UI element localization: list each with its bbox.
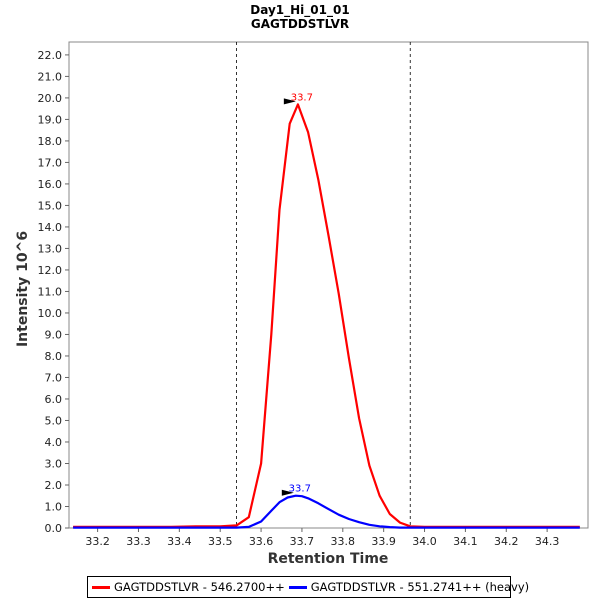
plot-frame <box>68 41 589 529</box>
legend-swatch-light <box>92 585 110 589</box>
y-tick-label: 4.0 <box>45 436 63 449</box>
legend-label-light: GAGTDDSTLVR - 546.2700++ <box>114 580 285 594</box>
x-tick-label: 33.7 <box>290 535 315 548</box>
x-tick-label: 33.8 <box>331 535 356 548</box>
series-line-light <box>73 103 580 529</box>
y-tick-label: 18.0 <box>38 135 63 148</box>
x-tick-label: 34.3 <box>535 535 560 548</box>
y-tick-label: 14.0 <box>38 221 63 234</box>
peak-label-heavy: 33.7 <box>289 484 311 495</box>
chart-subtitle: GAGTDDSTLVR <box>251 17 349 31</box>
x-axis-label: Retention Time <box>268 551 389 567</box>
legend-label-heavy: GAGTDDSTLVR - 551.2741++ (heavy) <box>310 580 530 594</box>
y-tick-label: 10.0 <box>38 307 63 320</box>
legend-swatch-heavy <box>288 585 307 589</box>
y-tick-label: 2.0 <box>45 479 63 492</box>
peak-marker <box>283 98 296 105</box>
peak-marker <box>281 489 294 496</box>
series-lines <box>73 103 580 529</box>
y-axis: 0.0 1.0 2.0 3.0 4.0 5.0 6.0 7.0 8.0 9.0 10.0 11.0 12… <box>38 49 69 535</box>
y-tick-label: 7.0 <box>45 371 63 384</box>
y-tick-label: 11.0 <box>38 285 63 298</box>
y-tick-label: 16.0 <box>38 178 63 191</box>
y-tick-label: 1.0 <box>45 500 63 513</box>
y-tick-label: 19.0 <box>38 113 63 126</box>
peak-annotations: 33.7 33.7 <box>281 92 313 496</box>
y-tick-label: 13.0 <box>38 242 63 255</box>
x-tick-label: 33.9 <box>371 535 396 548</box>
legend-item-heavy: GAGTDDSTLVR - 551.2741++ (heavy) <box>288 580 530 594</box>
y-tick-label: 20.0 <box>38 92 63 105</box>
y-tick-label: 12.0 <box>38 264 63 277</box>
y-tick-label: 0.0 <box>45 522 63 535</box>
x-tick-label: 33.3 <box>126 535 151 548</box>
x-axis: 33.2 33.3 33.4 33.5 33.6 33.7 33.8 33.9 34.0 34.1… <box>85 528 559 548</box>
y-tick-label: 6.0 <box>45 393 63 406</box>
y-tick-label: 9.0 <box>45 328 63 341</box>
y-tick-label: 17.0 <box>38 156 63 169</box>
chart-legend: GAGTDDSTLVR - 546.2700++ GAGTDDSTLVR - 5… <box>87 576 529 598</box>
x-tick-label: 34.0 <box>412 535 437 548</box>
x-tick-label: 34.1 <box>453 535 478 548</box>
chart-title: Day1_Hi_01_01 <box>250 3 349 18</box>
plot-area <box>68 41 589 529</box>
peak-label-light: 33.7 <box>291 92 313 103</box>
y-axis-label: Intensity 10^6 <box>15 231 31 347</box>
legend-item-light: GAGTDDSTLVR - 546.2700++ <box>92 580 285 594</box>
y-tick-label: 5.0 <box>45 414 63 427</box>
y-tick-label: 8.0 <box>45 350 63 363</box>
x-tick-label: 33.4 <box>167 535 192 548</box>
y-tick-label: 15.0 <box>38 199 63 212</box>
x-tick-label: 33.6 <box>249 535 274 548</box>
y-tick-label: 3.0 <box>45 457 63 470</box>
series-line-heavy <box>73 494 580 529</box>
y-tick-label: 21.0 <box>38 70 63 83</box>
x-tick-label: 34.2 <box>494 535 519 548</box>
x-tick-label: 33.5 <box>208 535 233 548</box>
y-tick-label: 22.0 <box>38 49 63 62</box>
x-tick-label: 33.2 <box>85 535 110 548</box>
